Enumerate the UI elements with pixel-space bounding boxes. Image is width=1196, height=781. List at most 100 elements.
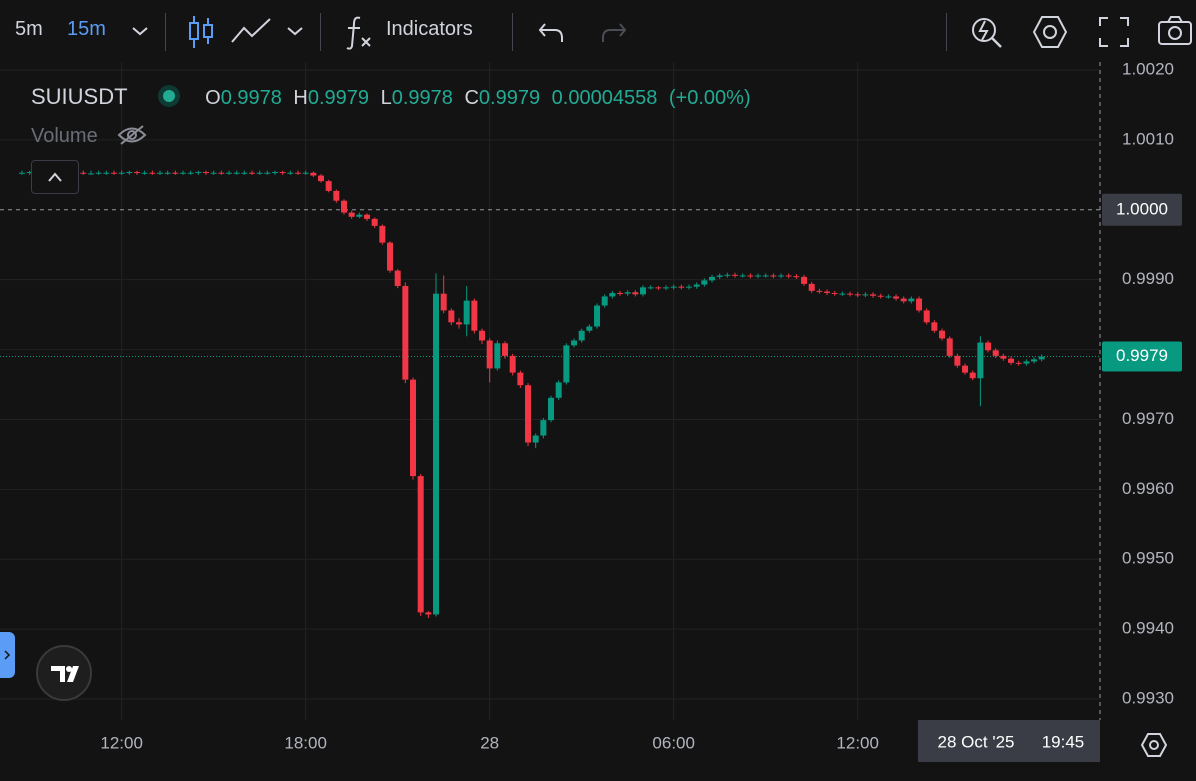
candle-body xyxy=(732,274,739,276)
y-tick-label: 0.9990 xyxy=(1122,269,1174,288)
volume-label: Volume xyxy=(31,124,147,148)
price-line-box xyxy=(1102,193,1182,226)
candle-body xyxy=(218,172,225,174)
candle-body xyxy=(962,365,969,373)
hide-volume-button[interactable] xyxy=(117,124,147,146)
interval-button[interactable]: 5m xyxy=(15,18,43,40)
candle-body xyxy=(1038,356,1045,360)
candle-type-button[interactable] xyxy=(186,14,216,50)
line-type-button[interactable] xyxy=(230,16,272,46)
candle-body xyxy=(801,276,808,284)
candle-body xyxy=(425,612,432,615)
candle-body xyxy=(778,275,785,277)
side-panel-toggle[interactable] xyxy=(0,632,15,678)
candle-body xyxy=(716,275,723,277)
candle-body xyxy=(847,293,854,295)
y-tick-label: 1.0020 xyxy=(1122,59,1174,78)
candle-body xyxy=(609,292,616,297)
collapse-icon xyxy=(48,172,62,182)
candle-body xyxy=(755,275,762,277)
x-tick-label: 12:00 xyxy=(100,733,143,752)
candle-body xyxy=(854,294,861,296)
indicators-button[interactable]: Indicators xyxy=(386,18,473,40)
legend-value: 0.9979 xyxy=(307,87,370,109)
candle-body xyxy=(985,342,992,351)
axis-settings-button[interactable] xyxy=(1140,731,1168,759)
candle-body xyxy=(747,275,754,277)
interval-button[interactable]: 15m xyxy=(67,18,106,40)
candle-body xyxy=(256,172,263,174)
candle-body xyxy=(126,172,133,174)
candle-body xyxy=(824,291,831,293)
candle-body xyxy=(670,286,677,288)
candle-body xyxy=(923,310,930,323)
legend-value: 0.9978 xyxy=(391,87,453,109)
candle-body xyxy=(900,298,907,302)
candle-body xyxy=(348,212,355,217)
legend-value: 0.9979 xyxy=(478,87,541,109)
separator xyxy=(512,13,513,51)
candle-body xyxy=(325,181,332,191)
settings-button[interactable] xyxy=(1032,14,1068,50)
toolbar: 5m 15m Indicators xyxy=(0,0,1196,62)
candle-body xyxy=(80,172,87,174)
candle-body xyxy=(663,287,670,289)
candle-body xyxy=(402,285,409,380)
redo-button[interactable] xyxy=(600,20,628,44)
candle-body xyxy=(839,293,846,295)
candle-body xyxy=(1023,361,1030,364)
price-line-label: 1.0000 xyxy=(1116,199,1168,218)
alert-button[interactable] xyxy=(968,12,1004,52)
candle-body xyxy=(724,274,731,276)
candle-body xyxy=(502,343,509,356)
snapshot-button[interactable] xyxy=(1157,15,1193,47)
candle-body xyxy=(571,340,578,346)
candle-body xyxy=(19,172,25,174)
candle-body xyxy=(893,296,900,299)
candle-body xyxy=(164,172,171,174)
candle-body xyxy=(1008,358,1015,363)
candle-body xyxy=(364,214,371,219)
legend-label: C xyxy=(464,87,479,109)
candle-body xyxy=(601,296,608,306)
chart-type-menu[interactable] xyxy=(285,24,305,38)
candle-body xyxy=(885,296,892,298)
candle-body xyxy=(118,172,125,174)
tradingview-logo[interactable] xyxy=(35,644,93,702)
candle-body xyxy=(494,343,501,369)
candle-body xyxy=(647,287,654,289)
candle-body xyxy=(210,172,217,174)
candle-body xyxy=(241,172,248,174)
candle-body xyxy=(157,172,164,174)
indicators-icon[interactable] xyxy=(344,14,374,50)
candle-body xyxy=(540,420,547,436)
candle-body xyxy=(548,397,555,421)
candle-body xyxy=(939,330,946,339)
candle-body xyxy=(862,294,869,296)
legend-label: O xyxy=(205,87,221,109)
candle-body xyxy=(831,292,838,294)
candle-body xyxy=(249,172,256,174)
candle-body xyxy=(954,355,961,366)
candle-body xyxy=(26,172,33,174)
y-tick-label: 0.9950 xyxy=(1122,549,1174,568)
x-tick-label: 06:00 xyxy=(652,733,695,752)
collapse-legend-button[interactable] xyxy=(31,160,79,194)
candle-body xyxy=(134,172,141,174)
candle-body xyxy=(471,300,478,331)
candle-body xyxy=(387,242,394,271)
undo-button[interactable] xyxy=(537,20,565,44)
y-tick-label: 1.0010 xyxy=(1122,129,1174,148)
candle-body xyxy=(808,283,815,291)
cursor-date-box xyxy=(918,720,1100,762)
candle-body xyxy=(333,190,340,201)
cursor-time: 19:45 xyxy=(1042,732,1085,751)
separator xyxy=(320,13,321,51)
fullscreen-button[interactable] xyxy=(1098,16,1130,48)
status-dot xyxy=(163,90,176,102)
legend-label: H xyxy=(293,87,308,109)
candle-body xyxy=(456,322,463,325)
y-tick-label: 0.9930 xyxy=(1122,689,1174,708)
interval-menu[interactable] xyxy=(130,24,150,38)
